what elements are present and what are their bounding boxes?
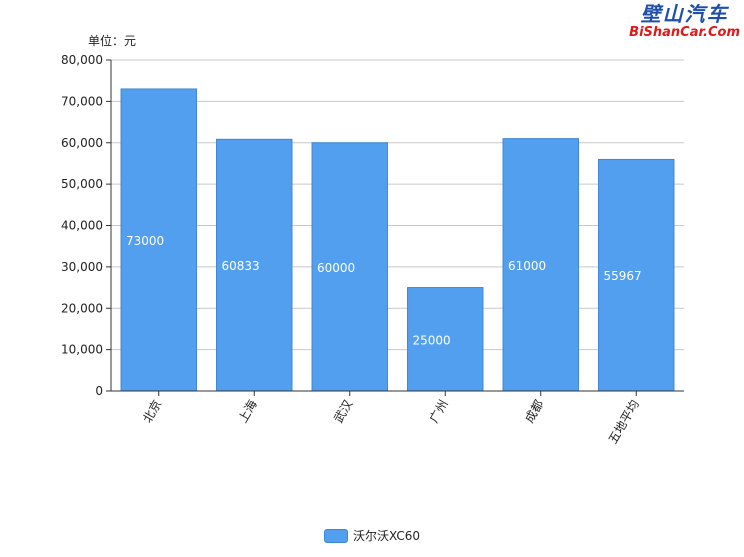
unit-label: 单位：元 xyxy=(88,34,137,48)
legend-swatch xyxy=(324,528,348,543)
legend: 沃尔沃XC60 xyxy=(0,527,744,544)
y-tick-label: 70,000 xyxy=(61,94,103,108)
data-label: 55967 xyxy=(604,269,642,283)
legend-label: 沃尔沃XC60 xyxy=(353,529,420,543)
y-tick-label: 0 xyxy=(95,384,103,398)
data-label: 73000 xyxy=(126,234,164,248)
x-tick-label: 武汉 xyxy=(331,398,355,426)
y-tick-label: 80,000 xyxy=(61,53,103,67)
bar xyxy=(311,142,388,392)
y-tick-label: 20,000 xyxy=(61,301,103,315)
watermark-chinese: 壁山汽车 xyxy=(640,2,729,26)
x-tick-label: 成都 xyxy=(522,398,546,426)
bar xyxy=(120,88,197,392)
bar xyxy=(598,158,675,392)
y-tick-label: 10,000 xyxy=(61,343,103,357)
y-axis-ticks: 0 10,000 20,000 30,000 40,000 50,000 60,000 70,… xyxy=(61,53,111,398)
data-labels: 73000 60833 60000 25000 61000 55967 xyxy=(126,234,642,347)
x-tick-label: 上海 xyxy=(235,397,260,425)
x-tick-label: 五地平均 xyxy=(606,398,642,447)
y-tick-label: 50,000 xyxy=(61,177,103,191)
x-axis-ticks: 北京 上海 武汉 广州 成都 五地平均 xyxy=(140,391,642,446)
x-tick-label: 北京 xyxy=(140,398,164,426)
watermark-english: BiShanCar.Com xyxy=(629,25,740,40)
data-label: 60000 xyxy=(317,261,355,275)
data-label: 61000 xyxy=(508,259,546,273)
y-tick-label: 60,000 xyxy=(61,136,103,150)
x-tick-label: 广州 xyxy=(427,398,451,426)
watermark-logo: 壁山汽车 BiShanCar.Com xyxy=(629,2,740,40)
bar xyxy=(216,138,293,392)
bar xyxy=(407,287,484,392)
grid-lines xyxy=(111,59,684,351)
y-tick-label: 40,000 xyxy=(61,219,103,233)
bars xyxy=(120,88,675,392)
data-label: 60833 xyxy=(222,259,260,273)
y-tick-label: 30,000 xyxy=(61,260,103,274)
data-label: 25000 xyxy=(413,333,451,347)
